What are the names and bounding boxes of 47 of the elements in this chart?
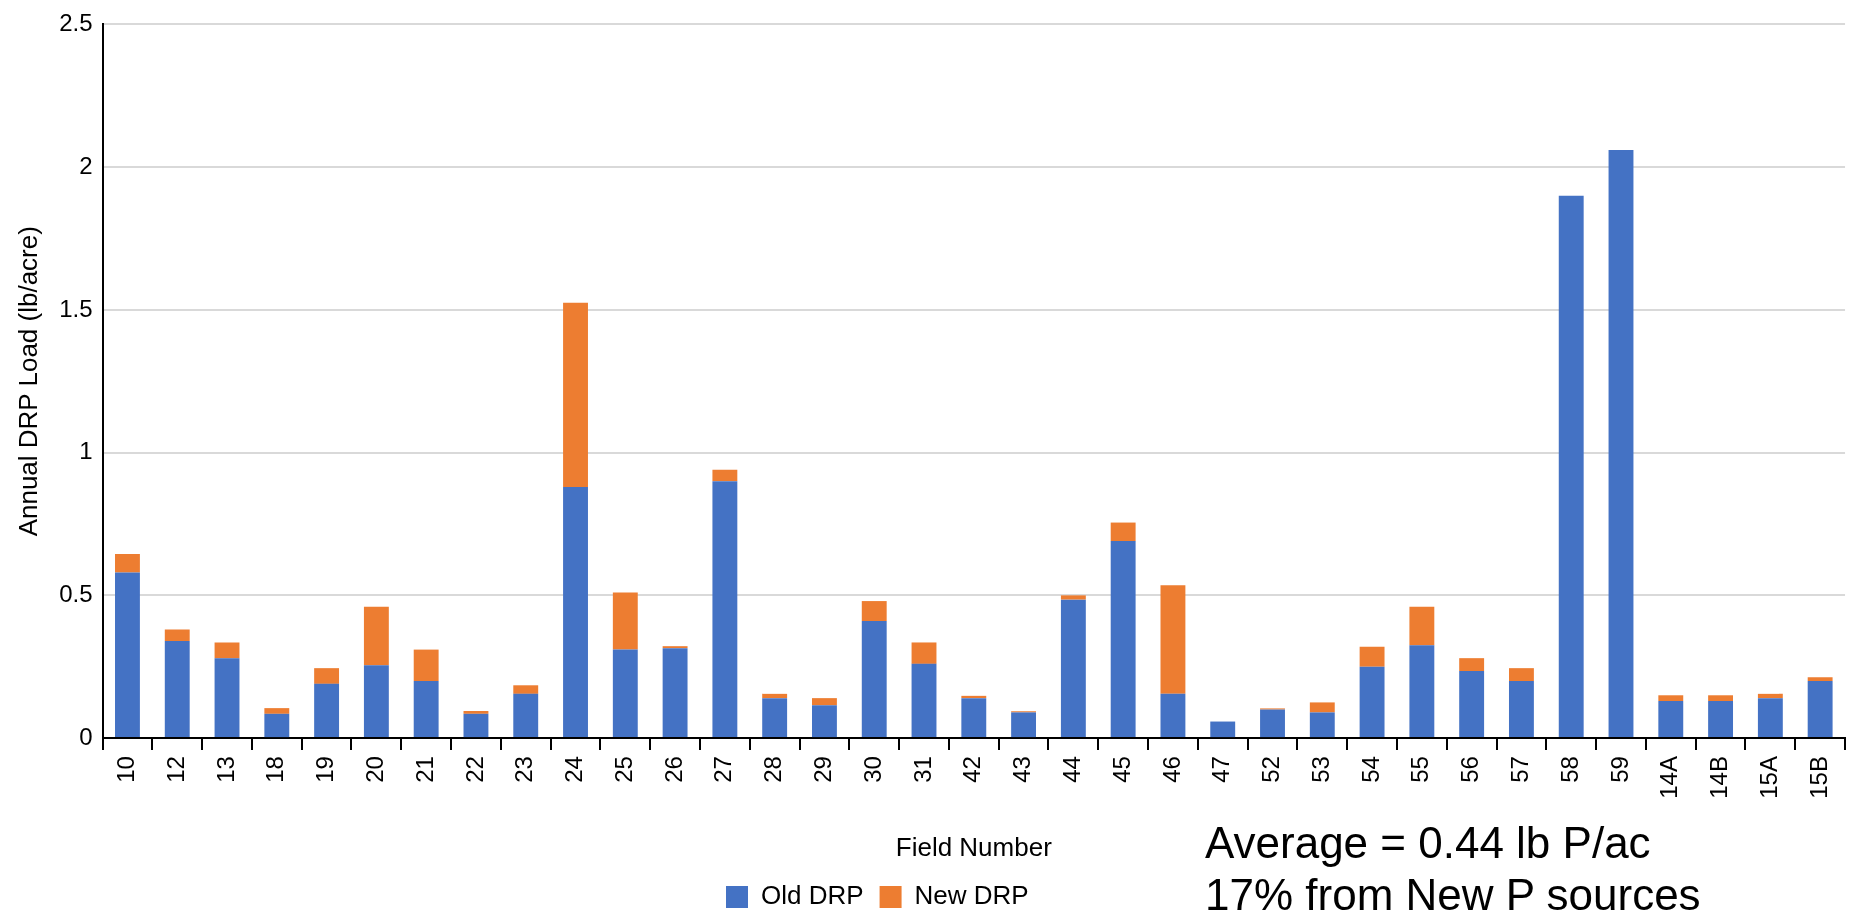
x-tick-label: 23 [510, 756, 538, 783]
x-tick-label: 30 [858, 756, 886, 783]
x-tick-label: 52 [1257, 756, 1285, 783]
x-tick-label: 28 [759, 756, 787, 783]
x-tick-label: 22 [460, 756, 488, 783]
y-tick-label: 2 [79, 151, 93, 179]
y-tick-label: 1 [79, 437, 93, 465]
x-tick-label: 20 [361, 756, 389, 783]
x-tick-label: 29 [809, 756, 837, 783]
x-tick-label: 18 [261, 756, 289, 783]
x-tick-label: 12 [161, 756, 189, 783]
x-tick-label: 57 [1506, 756, 1534, 783]
x-tick-label: 56 [1456, 756, 1484, 783]
legend-label: New DRP [914, 880, 1029, 911]
x-tick-label: 25 [609, 756, 637, 783]
y-tick-label: 0 [79, 722, 93, 750]
x-tick-label: 55 [1406, 756, 1434, 783]
text: Average = 0.44 lb P/ac [1205, 818, 1651, 867]
legend-label: Old DRP [761, 880, 864, 911]
x-tick-label: 54 [1356, 756, 1384, 783]
x-tick-label: 58 [1555, 756, 1583, 783]
text: 17% from New P sources [1205, 870, 1701, 919]
x-tick-label: 10 [112, 756, 140, 783]
x-tick-label: 53 [1306, 756, 1334, 783]
x-tick-label: 46 [1157, 756, 1185, 783]
x-tick-label: 14B [1705, 756, 1733, 799]
x-tick-label: 15A [1754, 756, 1782, 799]
y-axis-title: Annual DRP Load (lb/acre) [12, 226, 43, 537]
x-axis-title: Field Number [895, 831, 1053, 862]
x-tick-label: 13 [211, 756, 239, 783]
x-tick-label: 21 [410, 756, 438, 783]
x-tick-label: 19 [311, 756, 339, 783]
y-tick-label: 2.5 [59, 9, 93, 37]
x-tick-label: 27 [709, 756, 737, 783]
x-tick-label: 45 [1107, 756, 1135, 783]
x-tick-label: 14A [1655, 756, 1683, 799]
y-tick-label: 1.5 [59, 294, 93, 322]
x-tick-label: 43 [1008, 756, 1036, 783]
x-tick-label: 42 [958, 756, 986, 783]
x-tick-label: 59 [1605, 756, 1633, 783]
x-tick-label: 31 [908, 756, 936, 783]
x-tick-label: 44 [1057, 756, 1085, 783]
x-tick-label: 26 [659, 756, 687, 783]
x-tick-label: 24 [560, 756, 588, 783]
x-tick-label: 47 [1207, 756, 1235, 783]
y-tick-label: 0.5 [59, 579, 93, 607]
x-tick-label: 15B [1804, 756, 1832, 799]
